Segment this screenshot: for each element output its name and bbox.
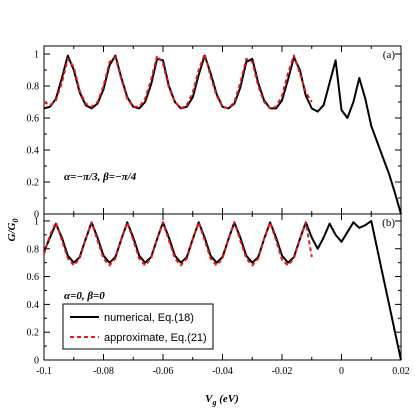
x-axis: -0.1 -0.08 -0.06 -0.04 -0.02 0 0.02 — [36, 366, 410, 377]
panel-a-series-numerical — [43, 54, 402, 215]
panel-a: 0 0.2 0.4 0.6 0.8 1 (a) α=−π/3, β=−π/4 — [27, 45, 402, 221]
x-axis-label-main: V — [205, 393, 214, 405]
panel-b-annotation: α=0, β=0 — [64, 290, 105, 302]
panel-a-ytick-label: 0.4 — [27, 146, 40, 157]
panel-a-label: (a) — [383, 49, 396, 61]
x-axis-label: Vg (eV) — [205, 393, 239, 407]
xtick-label: -0.02 — [272, 366, 293, 377]
panel-b-label: (b) — [382, 217, 395, 229]
xtick-label: -0.04 — [212, 366, 233, 377]
panel-b-ytick-label: 0 — [34, 356, 39, 367]
xtick-label: -0.1 — [36, 366, 52, 377]
panel-b-ytick-label: 1 — [34, 216, 39, 227]
panel-a-ytick-label: 0.6 — [27, 114, 40, 125]
xtick-label: 0 — [339, 366, 344, 377]
panel-a-annotation: α=−π/3, β=−π/4 — [64, 171, 137, 183]
y-axis-label: G/G0 — [6, 219, 20, 242]
panel-a-ytick-label: 0.2 — [27, 178, 40, 189]
panel-b-ytick-label: 0.6 — [27, 272, 40, 283]
legend: numerical, Eq.(18) approximate, Eq.(21) — [62, 303, 214, 350]
panel-a-series-approximate — [43, 53, 313, 110]
y-axis-label-main: G/G — [6, 222, 18, 241]
legend-box — [62, 303, 214, 350]
panel-b-ytick-label: 0.8 — [27, 244, 40, 255]
panel-a-frame — [43, 45, 402, 215]
panel-a-ytick-label: 1 — [34, 50, 39, 61]
panel-b-ytick-label: 0.4 — [27, 300, 40, 311]
x-axis-label-sub: g — [212, 398, 217, 407]
x-axis-label-unit: (eV) — [217, 393, 239, 405]
panel-b-series-approximate — [43, 221, 313, 267]
xtick-label: -0.06 — [153, 366, 174, 377]
panel-a-ytick-label: 0.8 — [27, 82, 40, 93]
legend-label-numerical: numerical, Eq.(18) — [104, 312, 194, 324]
xtick-label: -0.08 — [93, 366, 114, 377]
legend-label-approximate: approximate, Eq.(21) — [104, 332, 207, 344]
xtick-label: 0.02 — [392, 366, 410, 377]
y-axis-label-sub: 0 — [11, 219, 20, 223]
panel-b: 0 0.2 0.4 0.6 0.8 1 (b) α=0, β=0 — [27, 213, 402, 367]
panel-a-ytick-label: 0 — [34, 210, 39, 221]
panel-b-ytick-label: 0.2 — [27, 328, 40, 339]
